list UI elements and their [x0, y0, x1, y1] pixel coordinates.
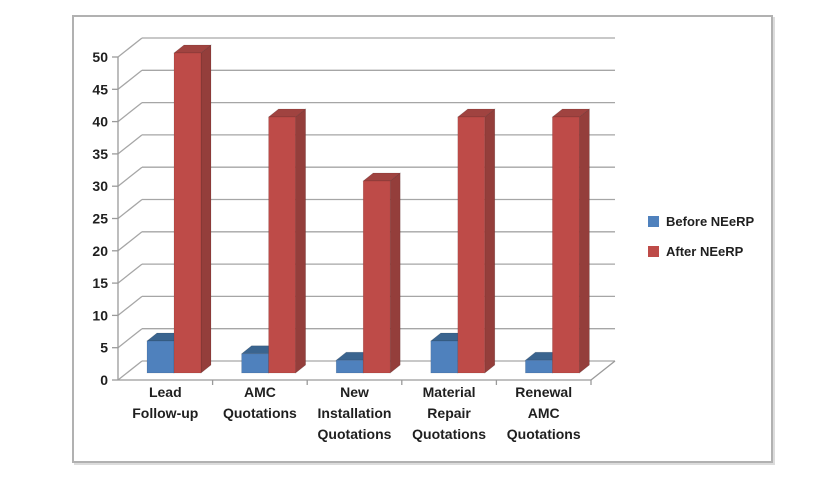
legend-label-after: After NEeRP — [666, 244, 744, 259]
x-tick-label-line: Material — [423, 384, 476, 400]
legend-swatch-before-icon — [648, 216, 659, 227]
legend-swatch-after-icon — [648, 246, 659, 257]
bar-after-neerp-cat1 — [267, 108, 307, 374]
legend-item-before-neerp: Before NEeRP — [648, 214, 754, 229]
x-tick-label-line: Renewal — [515, 384, 572, 400]
x-tick-label-line: New — [340, 384, 369, 400]
x-tick-label-line: Repair — [427, 405, 471, 421]
x-tick-label-line: Quotations — [507, 426, 581, 442]
legend-label-before: Before NEeRP — [666, 214, 755, 229]
x-tick-label-line: AMC — [244, 384, 276, 400]
y-tick-label: 50 — [92, 49, 108, 65]
bar-after-neerp-cat3 — [456, 108, 496, 374]
x-tick-label-line: Lead — [149, 384, 182, 400]
y-tick-label: 30 — [92, 178, 108, 194]
y-tick-label: 20 — [92, 243, 108, 259]
chart-legend: Before NEeRP After NEeRP — [648, 214, 754, 274]
bars — [146, 44, 591, 374]
x-tick-label-line: Installation — [318, 405, 392, 421]
x-tick-label-line: Quotations — [412, 426, 486, 442]
y-tick-label: 35 — [92, 146, 108, 162]
bar-chart-plot: 0 5 10 15 20 25 30 35 40 45 50 Lead Follow-up AMC Quot… — [92, 37, 616, 442]
legend-item-after-neerp: After NEeRP — [648, 244, 754, 259]
bar-after-neerp-cat4 — [551, 108, 591, 374]
x-tick-label-line: AMC — [528, 405, 560, 421]
y-tick-label: 15 — [92, 275, 108, 291]
x-tick-label-line: Quotations — [318, 426, 392, 442]
x-tick-label-line: Follow-up — [132, 405, 198, 421]
axes — [117, 57, 616, 385]
y-tick-label: 25 — [92, 211, 108, 227]
y-tick-label: 10 — [92, 307, 108, 323]
bar-after-neerp-cat0 — [173, 44, 212, 374]
y-tick-label: 5 — [100, 340, 108, 356]
bar-after-neerp-cat2 — [362, 172, 402, 374]
chart-border-box: 0 5 10 15 20 25 30 35 40 45 50 Lead Follow-up AMC Quot… — [72, 15, 773, 463]
x-tick-label-line: Quotations — [223, 405, 297, 421]
y-tick-label: 40 — [92, 114, 108, 130]
x-axis-labels: Lead Follow-up AMC Quotations New Installatio… — [132, 384, 581, 442]
y-tick-label: 45 — [92, 81, 108, 97]
y-tick-label: 0 — [100, 372, 108, 388]
y-axis-labels: 0 5 10 15 20 25 30 35 40 45 50 — [92, 49, 108, 388]
